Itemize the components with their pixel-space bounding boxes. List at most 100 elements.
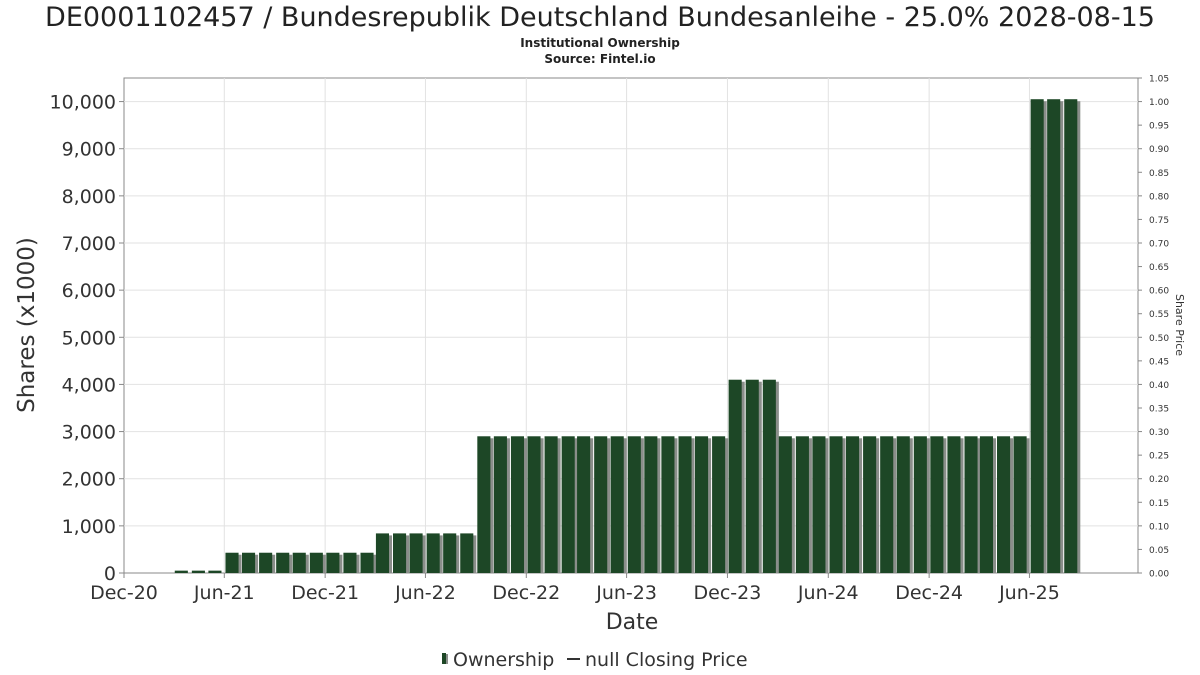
legend: Ownership null Closing Price xyxy=(442,649,748,671)
x-tick-label: Jun-23 xyxy=(595,582,657,604)
bar-ownership xyxy=(527,436,541,573)
y2-tick-label: 0.85 xyxy=(1149,169,1169,179)
bar-ownership xyxy=(594,436,608,573)
y-tick-label: 6,000 xyxy=(62,280,116,302)
bar-ownership xyxy=(930,436,944,573)
bar-ownership xyxy=(896,436,910,573)
bar-ownership xyxy=(360,552,374,573)
y-tick-label: 5,000 xyxy=(62,327,116,349)
bar-ownership xyxy=(426,533,440,573)
y-tick-label: 0 xyxy=(104,563,116,585)
bar-ownership xyxy=(1047,99,1061,573)
x-tick-label: Dec-20 xyxy=(90,582,158,604)
bar-ownership xyxy=(242,552,256,573)
bar-ownership xyxy=(375,533,390,573)
y-axis-label: Shares (x1000) xyxy=(14,237,40,413)
x-tick-label: Jun-22 xyxy=(394,582,456,604)
bar-ownership xyxy=(1013,436,1027,573)
y2-tick-label: 0.75 xyxy=(1149,216,1169,226)
y2-axis-label: Share Price xyxy=(1173,294,1186,356)
x-tick-label: Dec-21 xyxy=(291,582,359,604)
bar-ownership xyxy=(812,436,826,573)
x-tick-label: Jun-25 xyxy=(998,582,1060,604)
y-tick-label: 9,000 xyxy=(62,139,116,161)
bar-series-ownership xyxy=(174,99,1081,573)
y-tick-label: 1,000 xyxy=(62,516,116,538)
y2-tick-label: 0.95 xyxy=(1149,122,1169,132)
y2-tick-label: 0.90 xyxy=(1149,145,1169,155)
bar-ownership xyxy=(762,379,776,573)
y2-tick-label: 0.10 xyxy=(1149,522,1169,532)
bar-ownership xyxy=(225,552,239,573)
bar-ownership xyxy=(627,436,641,573)
x-tick-label: Dec-22 xyxy=(492,582,560,604)
x-tick-label: Dec-23 xyxy=(694,582,762,604)
y-tick-label: 10,000 xyxy=(50,92,116,114)
bar-ownership xyxy=(728,379,742,573)
y2-tick-label: 0.25 xyxy=(1149,452,1169,462)
y2-tick-label: 0.80 xyxy=(1149,192,1169,202)
bar-ownership xyxy=(712,436,726,573)
bar-ownership xyxy=(191,570,205,573)
y2-tick-label: 0.00 xyxy=(1149,570,1169,580)
bar-ownership xyxy=(409,533,423,573)
bar-ownership xyxy=(460,533,474,573)
legend-ownership-swatch xyxy=(442,653,446,664)
bar-ownership xyxy=(309,552,323,573)
bar-ownership xyxy=(795,436,809,573)
x-tick-label: Dec-24 xyxy=(895,582,963,604)
bar-ownership xyxy=(644,436,658,573)
bar-ownership xyxy=(880,436,894,573)
bar-ownership xyxy=(326,552,340,573)
y2-tick-label: 0.55 xyxy=(1149,310,1169,320)
legend-price-label: null Closing Price xyxy=(585,649,748,671)
bar-ownership xyxy=(259,552,273,573)
bar-ownership xyxy=(745,379,759,573)
bar-ownership xyxy=(694,436,709,573)
bar-ownership xyxy=(913,436,927,573)
bar-ownership xyxy=(477,436,491,573)
legend-ownership-swatch-shadow xyxy=(446,654,448,664)
bar-ownership xyxy=(174,570,188,573)
bar-ownership xyxy=(661,436,675,573)
y2-tick-label: 0.60 xyxy=(1149,287,1169,297)
y-tick-label: 7,000 xyxy=(62,233,116,255)
y2-tick-label: 0.50 xyxy=(1149,334,1169,344)
y2-tick-label: 0.15 xyxy=(1149,499,1169,509)
axes: 0 1,000 2,000 3,000 4,000 5,000 6,000 7,000 8,00… xyxy=(50,75,1170,605)
bar-ownership xyxy=(778,436,792,573)
bar-ownership xyxy=(292,552,306,573)
x-tick-label: Jun-24 xyxy=(797,582,859,604)
bar-ownership xyxy=(561,436,575,573)
bar-ownership xyxy=(544,436,558,573)
bar-ownership xyxy=(208,570,222,573)
bar-ownership xyxy=(393,533,407,573)
y2-tick-label: 0.40 xyxy=(1149,381,1169,391)
legend-ownership-label: Ownership xyxy=(453,649,554,671)
bar-ownership xyxy=(979,436,993,573)
bar-ownership xyxy=(510,436,525,573)
y2-tick-label: 0.20 xyxy=(1149,475,1169,485)
bar-ownership xyxy=(996,436,1011,573)
chart-source: Source: Fintel.io xyxy=(544,52,656,66)
y2-tick-label: 0.65 xyxy=(1149,263,1169,273)
y-tick-label: 8,000 xyxy=(62,186,116,208)
chart-subtitle: Institutional Ownership xyxy=(520,36,680,50)
bar-ownership xyxy=(964,436,978,573)
bar-ownership xyxy=(610,436,624,573)
bar-ownership xyxy=(863,436,877,573)
y2-tick-label: 0.35 xyxy=(1149,405,1169,415)
y2-tick-label: 0.05 xyxy=(1149,546,1169,556)
bar-ownership xyxy=(493,436,507,573)
bar-ownership xyxy=(343,552,357,573)
y2-tick-label: 0.45 xyxy=(1149,357,1169,367)
bar-ownership xyxy=(1064,99,1078,573)
bar-ownership xyxy=(276,552,290,573)
y2-tick-label: 0.30 xyxy=(1149,428,1169,438)
chart-title: DE0001102457 / Bundesrepublik Deutschlan… xyxy=(45,2,1155,33)
x-tick-label: Jun-21 xyxy=(193,582,255,604)
bar-ownership xyxy=(829,436,843,573)
bar-ownership xyxy=(1030,99,1044,573)
y-tick-label: 2,000 xyxy=(62,469,116,491)
